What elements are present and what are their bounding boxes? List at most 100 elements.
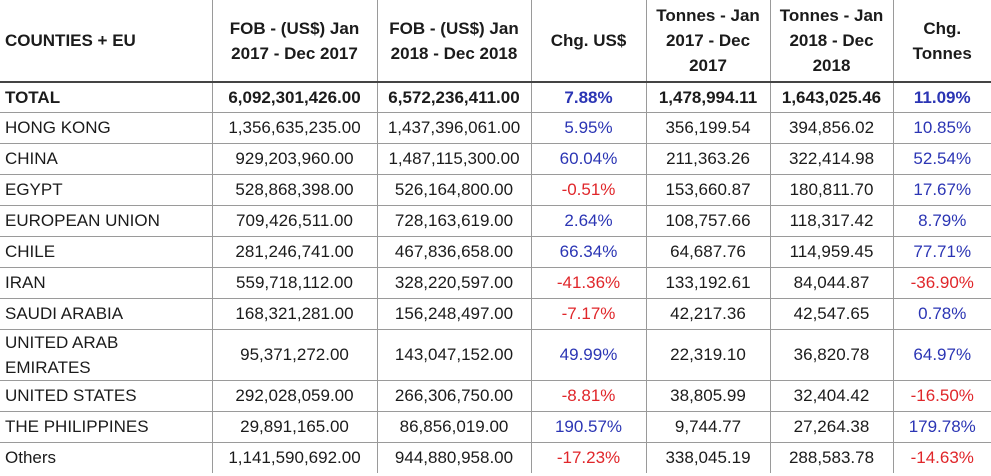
cell-chg-tonnes: 10.85% [892, 112, 991, 144]
cell-country: EUROPEAN UNION [0, 205, 212, 237]
cell-tonnes-2018: 32,404.42 [769, 380, 893, 412]
cell-chg-tonnes: 17.67% [892, 174, 991, 206]
header-country: COUNTIES + EU [0, 0, 212, 83]
cell-chg-usd: 2.64% [530, 205, 646, 237]
cell-tonnes-2017: 38,805.99 [645, 380, 770, 412]
cell-chg-usd: 60.04% [530, 143, 646, 175]
header-row: COUNTIES + EU FOB - (US$) Jan 2017 - Dec… [0, 0, 991, 83]
total-row: TOTAL 6,092,301,426.00 6,572,236,411.00 7.8… [0, 81, 991, 113]
cell-tonnes-2017: 9,744.77 [645, 411, 770, 443]
cell-chg-usd: 190.57% [530, 411, 646, 443]
cell-chg-usd: -17.23% [530, 442, 646, 473]
cell-country: CHINA [0, 143, 212, 175]
table-header: COUNTIES + EU FOB - (US$) Jan 2017 - Dec… [0, 0, 991, 83]
cell-tonnes-2018: 42,547.65 [769, 298, 893, 330]
cell-tonnes-2017: 22,319.10 [645, 329, 770, 381]
table-row: SAUDI ARABIA 168,321,281.00 156,248,497.00… [0, 298, 991, 330]
table-row: EUROPEAN UNION 709,426,511.00 728,163,619.… [0, 205, 991, 237]
cell-tonnes-2018: 36,820.78 [769, 329, 893, 381]
cell-fob-2018: 526,164,800.00 [376, 174, 531, 206]
cell-tonnes-2018: 288,583.78 [769, 442, 893, 473]
cell-fob-2018: 6,572,236,411.00 [376, 81, 531, 113]
cell-chg-tonnes: 64.97% [892, 329, 991, 381]
cell-fob-2018: 266,306,750.00 [376, 380, 531, 412]
cell-chg-tonnes: 52.54% [892, 143, 991, 175]
table-row: UNITED ARAB EMIRATES 95,371,272.00 143,047… [0, 329, 991, 381]
cell-fob-2018: 156,248,497.00 [376, 298, 531, 330]
cell-fob-2018: 1,487,115,300.00 [376, 143, 531, 175]
cell-fob-2017: 168,321,281.00 [211, 298, 377, 330]
cell-fob-2017: 292,028,059.00 [211, 380, 377, 412]
cell-country: SAUDI ARABIA [0, 298, 212, 330]
cell-tonnes-2018: 322,414.98 [769, 143, 893, 175]
cell-chg-tonnes: 179.78% [892, 411, 991, 443]
cell-chg-usd: -0.51% [530, 174, 646, 206]
cell-tonnes-2018: 27,264.38 [769, 411, 893, 443]
cell-country: EGYPT [0, 174, 212, 206]
cell-chg-usd: -41.36% [530, 267, 646, 299]
header-fob-2017: FOB - (US$) Jan 2017 - Dec 2017 [211, 0, 377, 83]
cell-fob-2018: 86,856,019.00 [376, 411, 531, 443]
header-fob-2018: FOB - (US$) Jan 2018 - Dec 2018 [376, 0, 531, 83]
cell-country: TOTAL [0, 81, 212, 113]
cell-chg-usd: -7.17% [530, 298, 646, 330]
cell-chg-tonnes: 77.71% [892, 236, 991, 268]
cell-chg-tonnes: 0.78% [892, 298, 991, 330]
cell-tonnes-2017: 1,478,994.11 [645, 81, 770, 113]
cell-chg-tonnes: -16.50% [892, 380, 991, 412]
cell-tonnes-2018: 1,643,025.46 [769, 81, 893, 113]
cell-fob-2017: 559,718,112.00 [211, 267, 377, 299]
cell-tonnes-2017: 153,660.87 [645, 174, 770, 206]
cell-country: HONG KONG [0, 112, 212, 144]
cell-tonnes-2017: 211,363.26 [645, 143, 770, 175]
cell-country: THE PHILIPPINES [0, 411, 212, 443]
table-row: EGYPT 528,868,398.00 526,164,800.00 -0.51% 1… [0, 174, 991, 206]
cell-chg-tonnes: -36.90% [892, 267, 991, 299]
header-chg-tonnes: Chg. Tonnes [892, 0, 991, 83]
header-tonnes-2018: Tonnes - Jan 2018 - Dec 2018 [769, 0, 893, 83]
header-tonnes-2017: Tonnes - Jan 2017 - Dec 2017 [645, 0, 770, 83]
table-row: UNITED STATES 292,028,059.00 266,306,750.0… [0, 380, 991, 412]
cell-chg-usd: 66.34% [530, 236, 646, 268]
cell-fob-2017: 281,246,741.00 [211, 236, 377, 268]
cell-tonnes-2017: 64,687.76 [645, 236, 770, 268]
cell-chg-usd: 7.88% [530, 81, 646, 113]
cell-chg-usd: 5.95% [530, 112, 646, 144]
table-row: CHINA 929,203,960.00 1,487,115,300.00 60.04… [0, 143, 991, 175]
cell-tonnes-2017: 108,757.66 [645, 205, 770, 237]
table-row: CHILE 281,246,741.00 467,836,658.00 66.34% 6… [0, 236, 991, 268]
cell-tonnes-2018: 114,959.45 [769, 236, 893, 268]
cell-country: UNITED STATES [0, 380, 212, 412]
cell-fob-2018: 328,220,597.00 [376, 267, 531, 299]
cell-fob-2017: 1,141,590,692.00 [211, 442, 377, 473]
table-row: HONG KONG 1,356,635,235.00 1,437,396,061.0… [0, 112, 991, 144]
cell-tonnes-2017: 356,199.54 [645, 112, 770, 144]
table-body: TOTAL 6,092,301,426.00 6,572,236,411.00 7.8… [0, 81, 991, 473]
cell-fob-2018: 944,880,958.00 [376, 442, 531, 473]
cell-fob-2017: 29,891,165.00 [211, 411, 377, 443]
cell-chg-tonnes: 11.09% [892, 81, 991, 113]
cell-fob-2018: 728,163,619.00 [376, 205, 531, 237]
cell-fob-2017: 528,868,398.00 [211, 174, 377, 206]
cell-fob-2017: 709,426,511.00 [211, 205, 377, 237]
cell-chg-usd: -8.81% [530, 380, 646, 412]
cell-tonnes-2017: 42,217.36 [645, 298, 770, 330]
cell-tonnes-2018: 180,811.70 [769, 174, 893, 206]
cell-chg-tonnes: -14.63% [892, 442, 991, 473]
table-row: THE PHILIPPINES 29,891,165.00 86,856,019.0… [0, 411, 991, 443]
cell-chg-tonnes: 8.79% [892, 205, 991, 237]
header-chg-usd: Chg. US$ [530, 0, 646, 83]
cell-tonnes-2017: 133,192.61 [645, 267, 770, 299]
table-row: Others 1,141,590,692.00 944,880,958.00 -17.… [0, 442, 991, 473]
table-row: IRAN 559,718,112.00 328,220,597.00 -41.36% 1… [0, 267, 991, 299]
cell-country: Others [0, 442, 212, 473]
cell-tonnes-2017: 338,045.19 [645, 442, 770, 473]
cell-fob-2018: 1,437,396,061.00 [376, 112, 531, 144]
cell-tonnes-2018: 84,044.87 [769, 267, 893, 299]
cell-tonnes-2018: 118,317.42 [769, 205, 893, 237]
cell-fob-2018: 467,836,658.00 [376, 236, 531, 268]
cell-fob-2018: 143,047,152.00 [376, 329, 531, 381]
cell-country: IRAN [0, 267, 212, 299]
cell-fob-2017: 95,371,272.00 [211, 329, 377, 381]
